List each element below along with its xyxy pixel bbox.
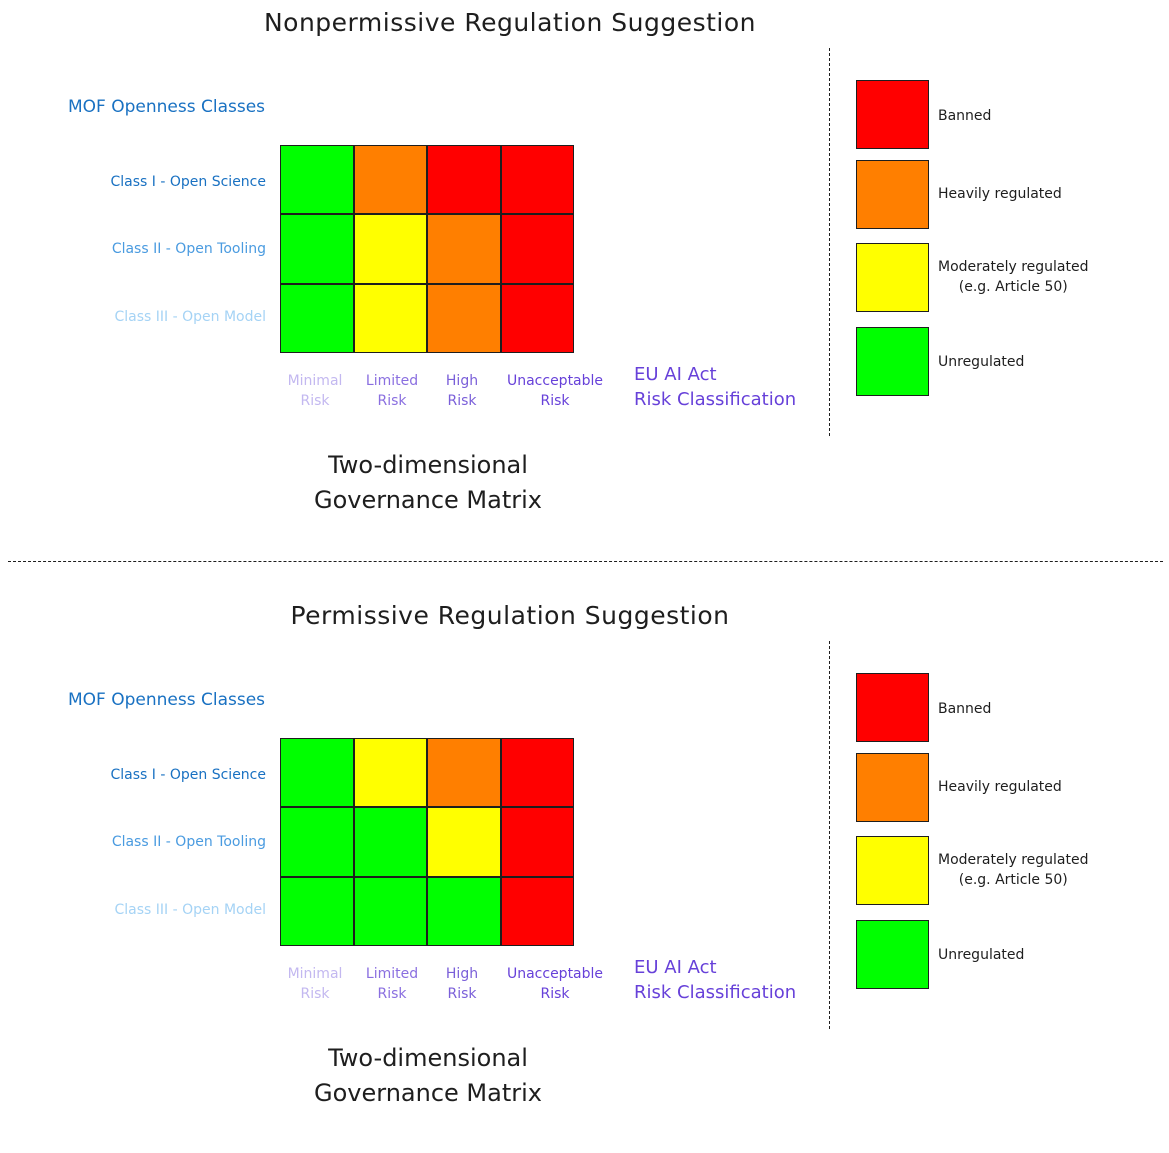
governance-matrix xyxy=(280,738,574,946)
col-label-minimal: Minimal Risk xyxy=(287,373,343,409)
col-label-unacceptable: Unacceptable Risk xyxy=(506,966,604,1002)
matrix-cell xyxy=(353,283,427,353)
row-label-class-3: Class III - Open Model xyxy=(114,902,267,918)
rows-title: MOF Openness Classes xyxy=(68,97,266,117)
matrix-subtitle: Two-dimensional Governance Matrix xyxy=(314,451,542,514)
nonpermissive-panel: Nonpermissive Regulation Suggestion MOF … xyxy=(0,0,1169,560)
matrix-subtitle: Two-dimensional Governance Matrix xyxy=(314,1044,542,1107)
matrix-cell xyxy=(280,738,354,808)
matrix-cell xyxy=(280,145,354,215)
legend-label: Heavily regulated xyxy=(938,186,1062,202)
legend-label: Unregulated xyxy=(938,354,1025,370)
columns-title: EU AI Act Risk Classification xyxy=(634,957,797,1003)
matrix-cell xyxy=(500,807,574,877)
row-label-class-3: Class III - Open Model xyxy=(114,309,267,325)
governance-matrix xyxy=(280,145,574,353)
col-label-limited: Limited Risk xyxy=(365,966,419,1002)
row-label-class-1: Class I - Open Science xyxy=(110,174,266,190)
matrix-cell xyxy=(353,738,427,808)
col-label-minimal: Minimal Risk xyxy=(287,966,343,1002)
matrix-cell xyxy=(500,214,574,284)
legend-label: Moderately regulated (e.g. Article 50) xyxy=(938,259,1089,295)
col-label-unacceptable: Unacceptable Risk xyxy=(506,373,604,409)
legend-swatch xyxy=(856,920,929,989)
matrix-cell xyxy=(353,807,427,877)
row-label-class-2: Class II - Open Tooling xyxy=(111,241,266,257)
rows-title: MOF Openness Classes xyxy=(68,690,266,710)
matrix-cell xyxy=(427,876,501,946)
matrix-cell xyxy=(500,738,574,808)
matrix-cell xyxy=(280,876,354,946)
legend-swatch xyxy=(856,160,929,229)
legend-swatch xyxy=(856,327,929,396)
row-label-class-2: Class II - Open Tooling xyxy=(111,834,266,850)
matrix-cell xyxy=(353,876,427,946)
col-label-high: High Risk xyxy=(445,373,479,409)
legend-swatch xyxy=(856,836,929,905)
legend-label: Unregulated xyxy=(938,947,1025,963)
matrix-cell xyxy=(500,145,574,215)
matrix-cell xyxy=(500,283,574,353)
legend-label: Heavily regulated xyxy=(938,779,1062,795)
permissive-panel: Permissive Regulation Suggestion MOF Ope… xyxy=(0,593,1169,1153)
matrix-cell xyxy=(427,283,501,353)
legend-swatch xyxy=(856,243,929,312)
matrix-cell xyxy=(353,145,427,215)
legend-swatch xyxy=(856,673,929,742)
legend-swatch xyxy=(856,80,929,149)
legend-label: Banned xyxy=(938,108,992,124)
panel-title: Permissive Regulation Suggestion xyxy=(290,601,730,630)
col-label-limited: Limited Risk xyxy=(365,373,419,409)
matrix-cell xyxy=(280,807,354,877)
matrix-cell xyxy=(427,738,501,808)
matrix-cell xyxy=(353,214,427,284)
legend-swatch xyxy=(856,753,929,822)
matrix-cell xyxy=(280,214,354,284)
matrix-cell xyxy=(427,807,501,877)
legend-label: Moderately regulated (e.g. Article 50) xyxy=(938,852,1089,888)
vertical-divider xyxy=(829,48,830,436)
matrix-cell xyxy=(427,145,501,215)
panel-title: Nonpermissive Regulation Suggestion xyxy=(263,8,757,37)
matrix-cell xyxy=(427,214,501,284)
columns-title: EU AI Act Risk Classification xyxy=(634,364,797,410)
legend-label: Banned xyxy=(938,701,992,717)
horizontal-divider xyxy=(8,561,1163,562)
col-label-high: High Risk xyxy=(445,966,479,1002)
vertical-divider xyxy=(829,641,830,1029)
matrix-cell xyxy=(280,283,354,353)
matrix-cell xyxy=(500,876,574,946)
row-label-class-1: Class I - Open Science xyxy=(110,767,266,783)
